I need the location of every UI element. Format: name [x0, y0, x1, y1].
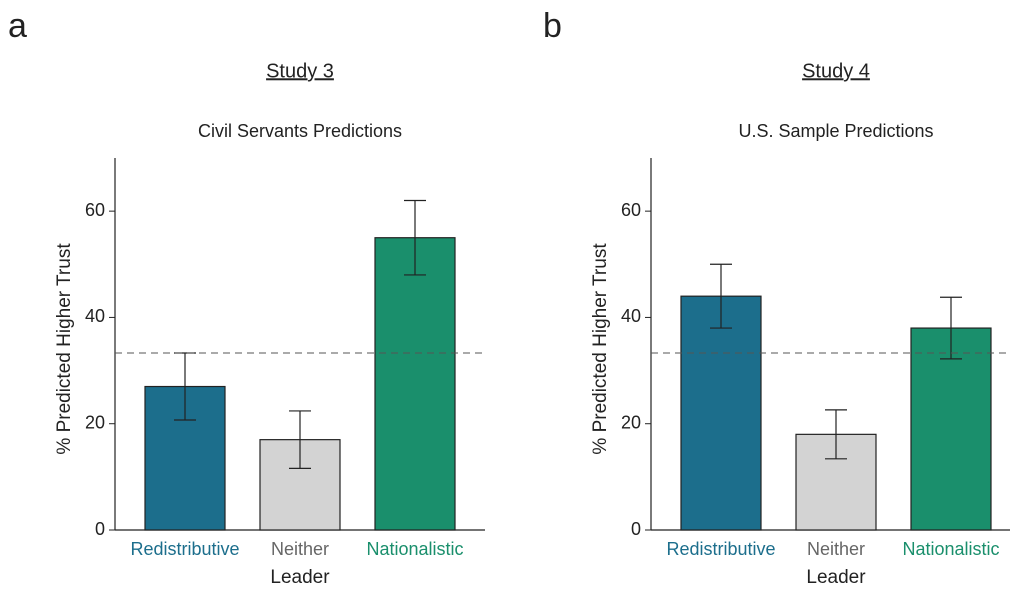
panel-label: b — [543, 7, 562, 45]
bar — [374, 237, 456, 531]
chart-title: Study 4 — [802, 60, 870, 82]
x-tick-label: Redistributive — [130, 539, 239, 559]
y-axis-label: % Predicted Higher Trust — [54, 243, 75, 455]
x-tick-label: Neither — [271, 539, 329, 559]
y-axis-label: % Predicted Higher Trust — [590, 243, 611, 455]
y-tick-label: 60 — [621, 200, 641, 220]
y-tick-label: 20 — [621, 412, 641, 432]
panel-label: a — [8, 7, 27, 45]
y-tick-label: 40 — [85, 306, 105, 326]
y-tick-label: 20 — [85, 412, 105, 432]
bar — [910, 327, 992, 531]
x-tick-label: Nationalistic — [902, 539, 999, 559]
y-tick-label: 0 — [631, 519, 641, 539]
chart-title: Study 3 — [266, 60, 334, 82]
x-tick-label: Redistributive — [666, 539, 775, 559]
y-tick-label: 60 — [85, 200, 105, 220]
x-axis-label: Leader — [806, 567, 866, 588]
y-tick-label: 0 — [95, 519, 105, 539]
x-tick-label: Nationalistic — [366, 539, 463, 559]
x-axis-label: Leader — [270, 567, 330, 588]
chart-subtitle: Civil Servants Predictions — [198, 121, 402, 141]
x-tick-label: Neither — [807, 539, 865, 559]
chart-subtitle: U.S. Sample Predictions — [738, 121, 933, 141]
bar — [680, 295, 762, 531]
y-tick-label: 40 — [621, 306, 641, 326]
